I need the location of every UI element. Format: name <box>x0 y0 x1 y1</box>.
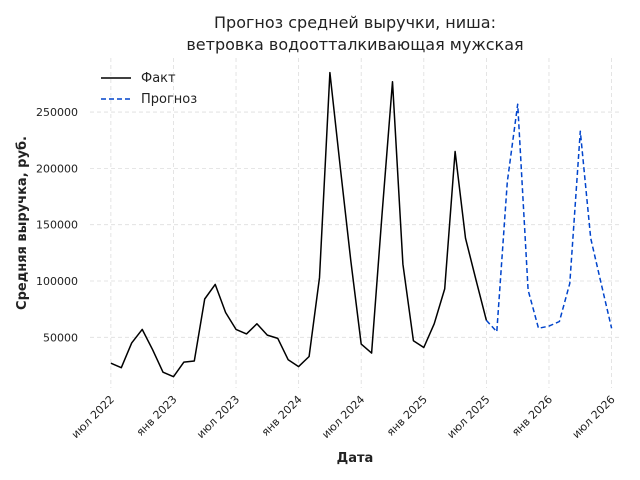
x-tick-label: янв 2024 <box>259 393 305 439</box>
x-tick-label: янв 2025 <box>384 393 430 439</box>
x-axis-ticks: июл 2022 янв 2023 июл 2023 янв 2024 июл 2024… <box>69 393 618 441</box>
forecast-series-line <box>485 103 613 333</box>
x-tick-label: июл 2026 <box>570 393 618 441</box>
legend: Факт Прогноз <box>101 71 197 107</box>
y-tick-label: 250000 <box>36 106 78 119</box>
x-tick-label: июл 2025 <box>444 393 492 441</box>
fact-series-line <box>110 71 488 378</box>
x-tick-label: июл 2022 <box>69 393 117 441</box>
x-tick-label: июл 2023 <box>194 393 242 441</box>
y-tick-label: 50000 <box>43 331 78 344</box>
y-tick-label: 150000 <box>36 219 78 232</box>
x-tick-label: янв 2026 <box>509 393 555 439</box>
series-lines <box>110 71 613 378</box>
x-tick-label: июл 2024 <box>319 393 367 441</box>
x-axis-label: Дата <box>337 451 374 466</box>
chart-title-line-1: Прогноз средней выручки, ниша: <box>214 13 496 32</box>
chart-title-line-2: ветровка водоотталкивающая мужская <box>186 35 523 54</box>
y-tick-label: 200000 <box>36 162 78 175</box>
chart-title: Прогноз средней выручки, ниша: ветровка … <box>186 13 523 54</box>
grid-lines <box>90 58 622 388</box>
y-axis-label: Средняя выручка, руб. <box>15 136 30 310</box>
legend-label: Факт <box>141 71 176 86</box>
x-tick-label: янв 2023 <box>134 393 180 439</box>
y-tick-label: 100000 <box>36 275 78 288</box>
y-axis-ticks: 50000 100000 150000 200000 250000 <box>36 106 78 344</box>
legend-label: Прогноз <box>141 92 197 107</box>
